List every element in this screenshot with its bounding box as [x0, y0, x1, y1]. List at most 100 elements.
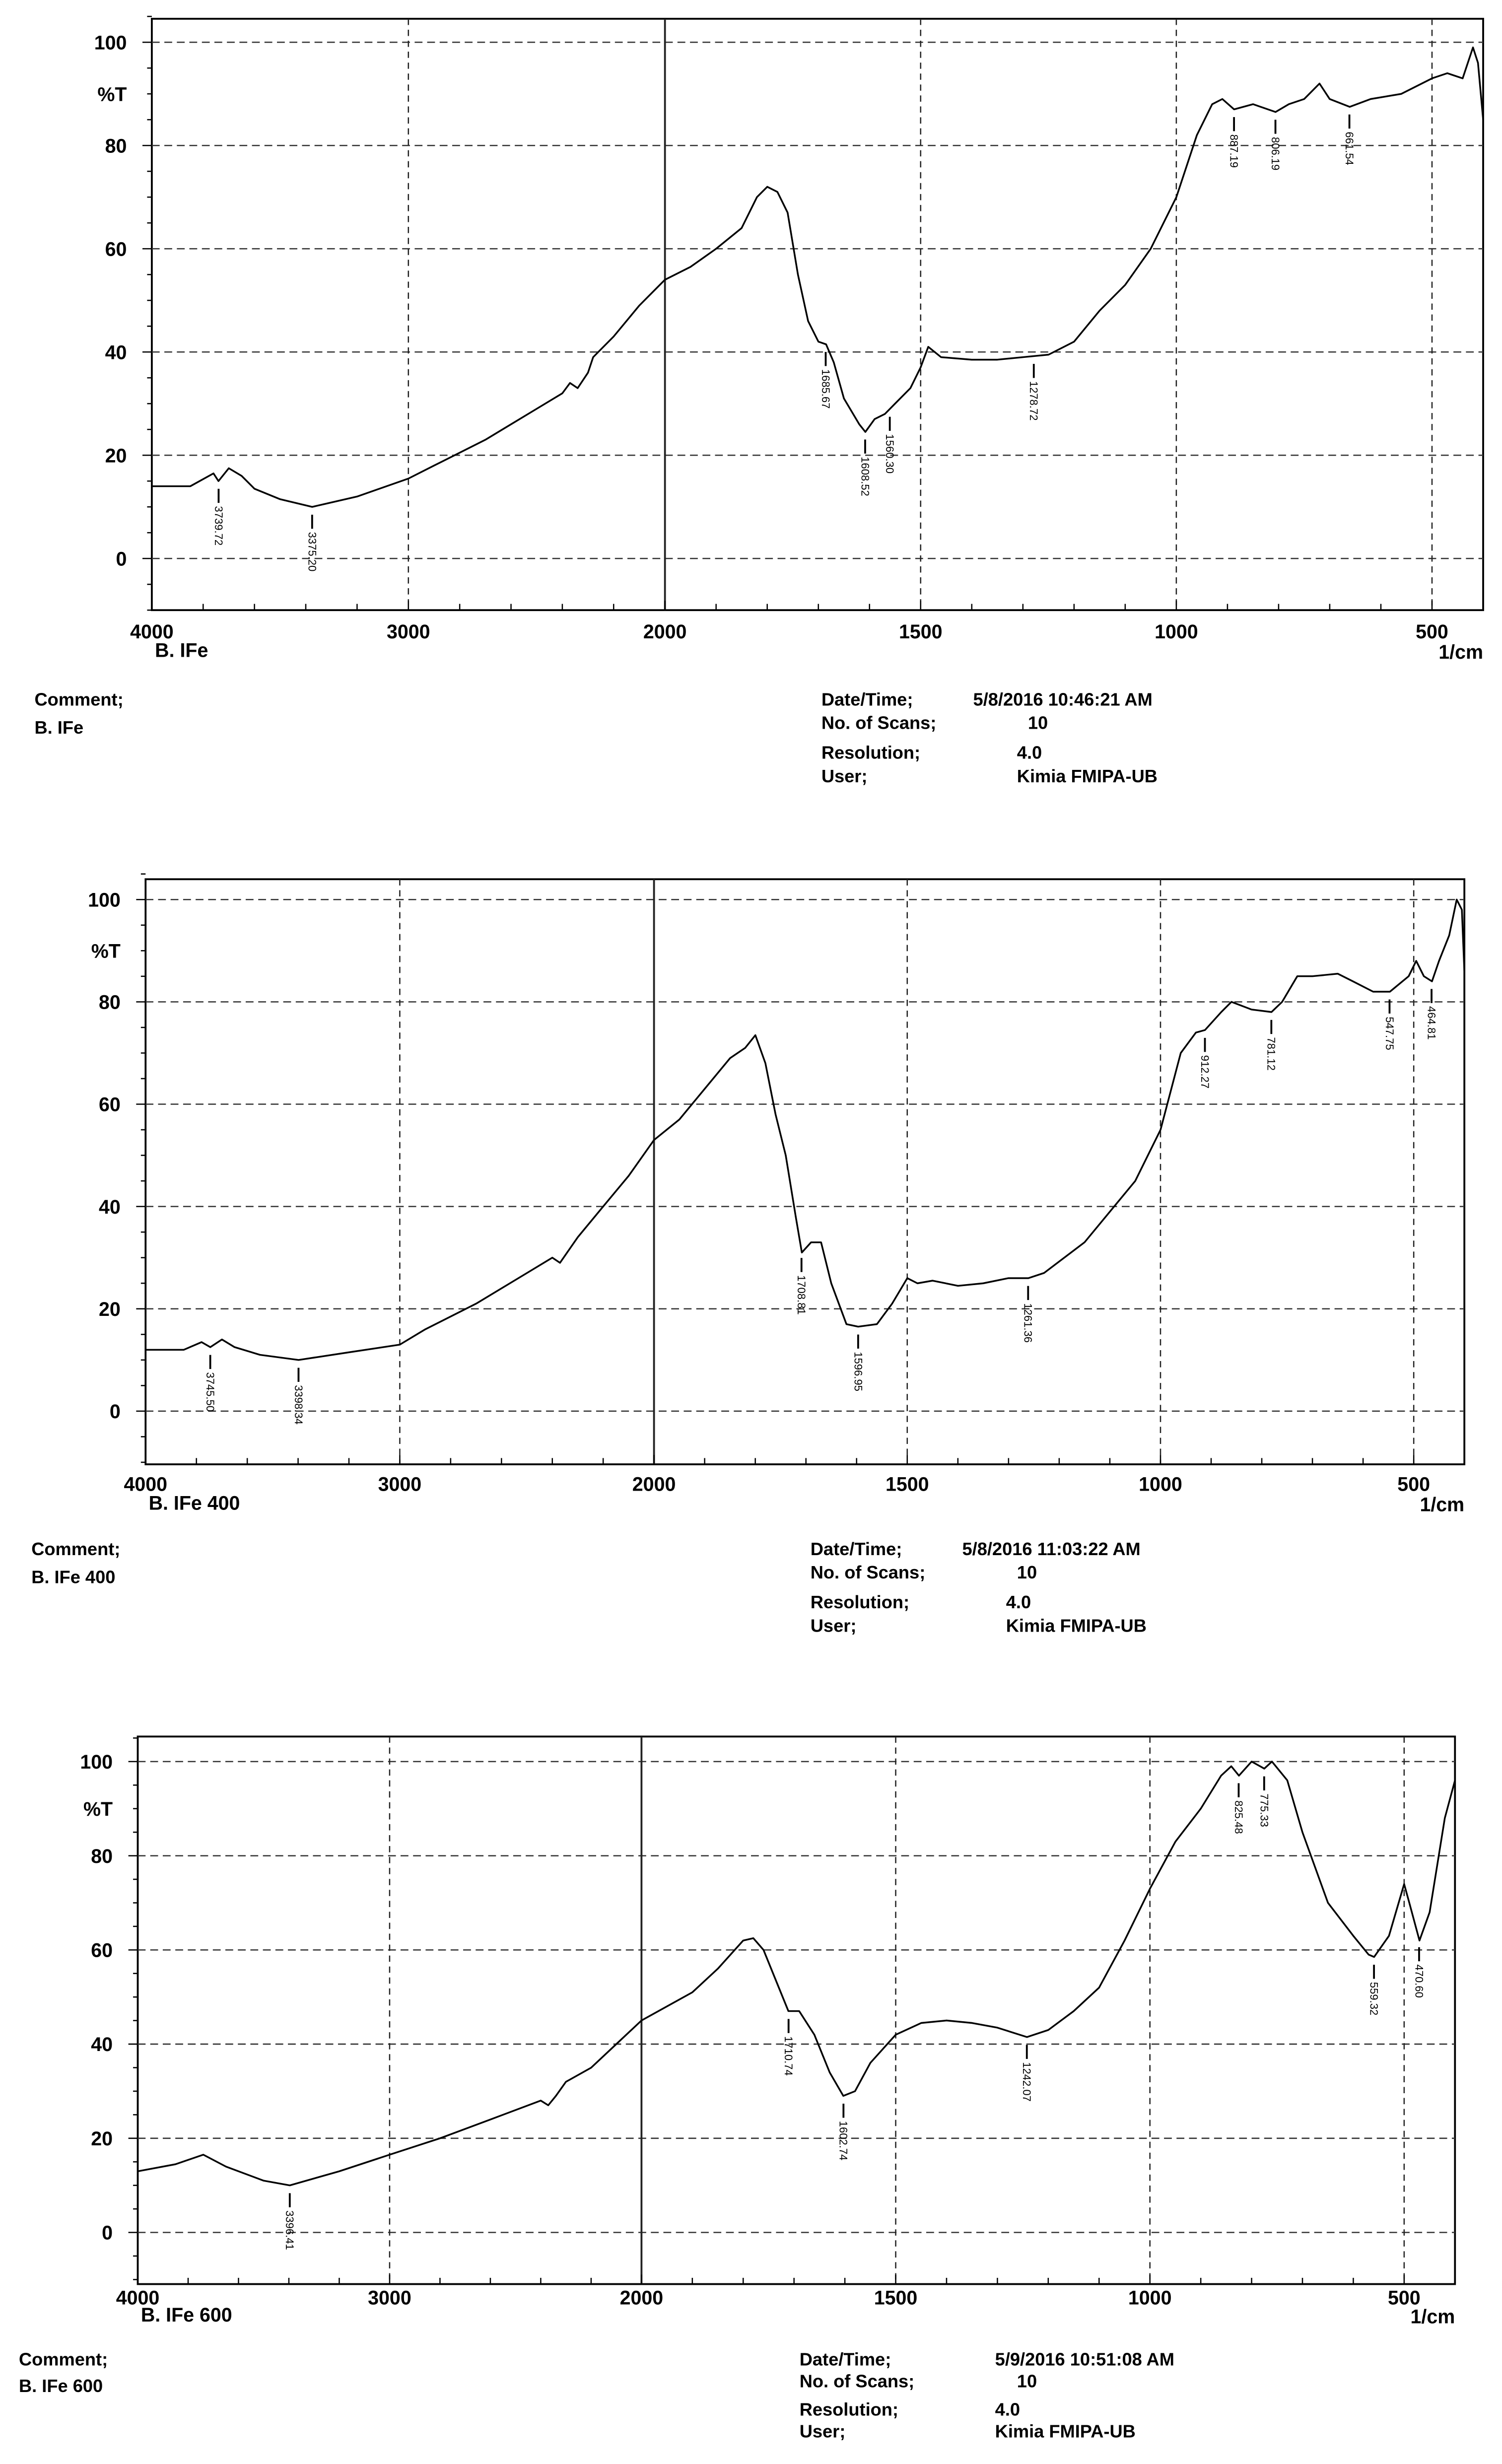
comment-value: B. IFe 600	[19, 2376, 103, 2396]
peak-label: 3739.72	[212, 488, 225, 546]
peak-label: 1708.81	[795, 1258, 808, 1315]
meta-resolution-value: 4.0	[1017, 743, 1042, 763]
comment-label: Comment;	[31, 1539, 120, 1559]
meta-user-value: Kimia FMIPA-UB	[1006, 1615, 1147, 1636]
x-tick-label: 2000	[632, 1474, 676, 1496]
peak-label: 1261.36	[1022, 1286, 1034, 1343]
peak-label: 1242.07	[1021, 2045, 1033, 2102]
peak-wavenumber: 3398.34	[292, 1385, 305, 1425]
x-tick-label: 3000	[368, 2287, 411, 2309]
spectrum-line	[137, 1761, 1456, 2187]
peak-wavenumber: 3745.50	[204, 1372, 216, 1412]
spectrum-line	[145, 898, 1465, 1361]
ir-chart-2: 100 80 60 40 20 0 %T 4000 3000 2000 1500 1000 500 B. …	[31, 873, 1466, 1636]
y-tick-label: 0	[102, 2222, 113, 2244]
peak-wavenumber: 912.27	[1199, 1055, 1211, 1089]
peak-wavenumber: 887.19	[1228, 135, 1240, 168]
peak-wavenumber: 1278.72	[1027, 381, 1040, 421]
y-tick-label: 0	[110, 1401, 121, 1423]
peak-wavenumber: 806.19	[1269, 137, 1282, 170]
x-tick-label: 1000	[1128, 2287, 1172, 2309]
y-tick-label: 100	[80, 1751, 113, 1773]
peak-wavenumber: 661.54	[1343, 132, 1356, 165]
y-tick-label: 60	[105, 238, 127, 260]
y-tick-label: 0	[116, 548, 127, 570]
x-tick-label: 1000	[1139, 1474, 1182, 1496]
meta-user-value: Kimia FMIPA-UB	[995, 2421, 1136, 2441]
x-tick-label: 500	[1397, 1474, 1430, 1496]
peak-wavenumber: 781.12	[1265, 1037, 1278, 1070]
peak-label: 3396.41	[283, 2193, 296, 2250]
peak-wavenumber: 3739.72	[212, 506, 225, 546]
peak-wavenumber: 1242.07	[1021, 2062, 1033, 2102]
x-tick-label: 3000	[378, 1474, 422, 1496]
peak-label: 1278.72	[1027, 364, 1040, 420]
peak-wavenumber: 775.33	[1258, 1793, 1270, 1827]
comment-value: B. IFe	[35, 717, 84, 738]
meta-resolution-value: 4.0	[1006, 1592, 1031, 1612]
peak-wavenumber: 464.81	[1426, 1006, 1438, 1039]
x-tick-label: 4000	[124, 1474, 167, 1496]
x-tick-label: 4000	[130, 621, 174, 643]
x-tick-label: 500	[1416, 621, 1448, 643]
meta-resolution-label: Resolution;	[811, 1592, 909, 1612]
y-tick-label: 40	[99, 1196, 121, 1218]
y-axis-label: %T	[97, 83, 127, 105]
plot-frame	[144, 878, 1466, 1465]
y-tick-label: 60	[99, 1094, 121, 1116]
meta-scans-value: 10	[1017, 1562, 1037, 1582]
peak-label: 3745.50	[204, 1355, 216, 1412]
x-tick-label: 4000	[116, 2287, 160, 2309]
x-tick-label: 2000	[643, 621, 687, 643]
peak-label: 464.81	[1426, 989, 1438, 1039]
y-tick-label: 80	[105, 135, 127, 157]
y-tick-label: 80	[99, 992, 121, 1014]
peak-wavenumber: 559.32	[1368, 1982, 1380, 2015]
peak-label: 775.33	[1258, 1776, 1270, 1827]
x-tick-label: 2000	[620, 2287, 664, 2309]
peak-wavenumber: 825.48	[1232, 1800, 1245, 1834]
peak-label: 470.60	[1413, 1947, 1425, 1998]
y-axis-label: %T	[91, 940, 121, 962]
sample-name: B. IFe	[155, 640, 208, 662]
comment-value: B. IFe 400	[31, 1567, 115, 1587]
y-tick-label: 40	[105, 342, 127, 363]
peak-label: 1685.67	[819, 352, 832, 409]
meta-scans-label: No. of Scans;	[800, 2371, 915, 2392]
peak-label: 806.19	[1269, 120, 1282, 170]
peak-wavenumber: 547.75	[1383, 1017, 1396, 1050]
peak-wavenumber: 3375.20	[306, 532, 318, 572]
meta-date-label: Date/Time;	[811, 1539, 902, 1559]
meta-date-label: Date/Time;	[800, 2349, 891, 2369]
peak-wavenumber: 470.60	[1413, 1965, 1425, 1998]
x-tick-label: 1500	[899, 621, 943, 643]
meta-date-value: 5/8/2016 10:46:21 AM	[973, 689, 1153, 709]
meta-resolution-value: 4.0	[995, 2399, 1020, 2419]
comment-label: Comment;	[19, 2349, 108, 2369]
peak-label: 1602.74	[837, 2104, 850, 2160]
peak-label: 3398.34	[292, 1368, 305, 1425]
peak-wavenumber: 1710.74	[782, 2036, 795, 2076]
y-tick-label: 20	[91, 2128, 113, 2150]
meta-scans-label: No. of Scans;	[821, 713, 937, 733]
meta-user-label: User;	[821, 766, 868, 786]
meta-scans-label: No. of Scans;	[811, 1562, 926, 1582]
peak-wavenumber: 1261.36	[1022, 1303, 1034, 1343]
meta-date-value: 5/8/2016 11:03:22 AM	[962, 1539, 1140, 1559]
peak-label: 559.32	[1368, 1965, 1380, 2015]
sample-name: B. IFe 400	[149, 1492, 240, 1514]
peak-wavenumber: 1560.30	[884, 434, 896, 474]
peak-label: 1560.30	[884, 416, 896, 474]
x-axis-label: 1/cm	[1411, 2306, 1455, 2327]
x-tick-label: 1500	[886, 1474, 929, 1496]
ir-chart-1: 100 80 60 40 20 0 %T 4000 3000 2000 1500 1000 500 B. …	[35, 15, 1484, 786]
sample-name: B. IFe 600	[141, 2304, 232, 2326]
x-tick-label: 500	[1388, 2287, 1421, 2309]
peak-label: 912.27	[1199, 1037, 1211, 1089]
y-tick-label: 20	[105, 445, 127, 467]
x-axis-label: 1/cm	[1438, 641, 1483, 663]
x-tick-label: 1000	[1155, 621, 1198, 643]
x-tick-label: 1500	[874, 2287, 918, 2309]
y-tick-label: 100	[94, 32, 127, 54]
